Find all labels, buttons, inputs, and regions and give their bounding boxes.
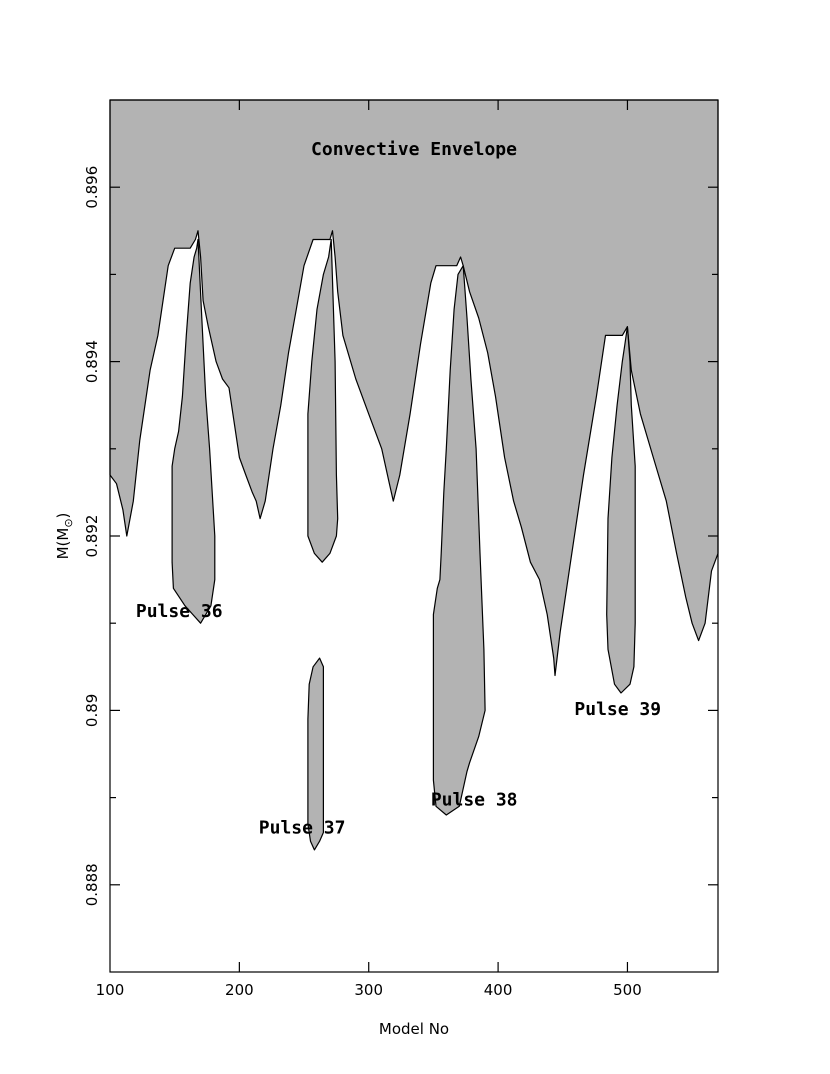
x-tick-label-500: 500: [613, 981, 642, 999]
x-tick-label-200: 200: [225, 981, 254, 999]
x-axis-label: Model No: [379, 1020, 449, 1038]
annotation-pulse-36: Pulse 36: [136, 601, 223, 622]
regions-layer: [109, 99, 719, 851]
region-pulse-39: [606, 326, 636, 694]
x-tick-label-100: 100: [96, 981, 125, 999]
y-tick-label-0.89: 0.89: [83, 694, 101, 727]
y-tick-label-0.896: 0.896: [83, 166, 101, 209]
labels-layer: 100 200 300 400 500 0.888 0.89 0.892 0.894 0.896: [83, 166, 642, 999]
region-pulse-37-lower: [307, 657, 324, 851]
y-axis-label: M(M⊙): [54, 513, 75, 560]
region-pulse-38: [432, 265, 486, 816]
y-tick-label-0.892: 0.892: [83, 515, 101, 558]
annotation-pulse-39: Pulse 39: [574, 699, 661, 720]
x-tick-label-300: 300: [354, 981, 383, 999]
region-pulse-37: [307, 238, 339, 563]
region-convective-envelope: [109, 99, 719, 677]
y-tick-label-0.888: 0.888: [83, 863, 101, 906]
annotation-pulse-37: Pulse 37: [259, 817, 346, 838]
annotations-layer: Convective Envelope Pulse 36 Pulse 37 Pulse…: [136, 139, 661, 838]
x-tick-label-400: 400: [484, 981, 513, 999]
region-pulse-36: [171, 238, 216, 624]
y-tick-label-0.894: 0.894: [83, 340, 101, 383]
annotation-convective-envelope: Convective Envelope: [311, 139, 517, 160]
annotation-pulse-38: Pulse 38: [431, 789, 518, 810]
ticks-layer: [110, 100, 718, 972]
